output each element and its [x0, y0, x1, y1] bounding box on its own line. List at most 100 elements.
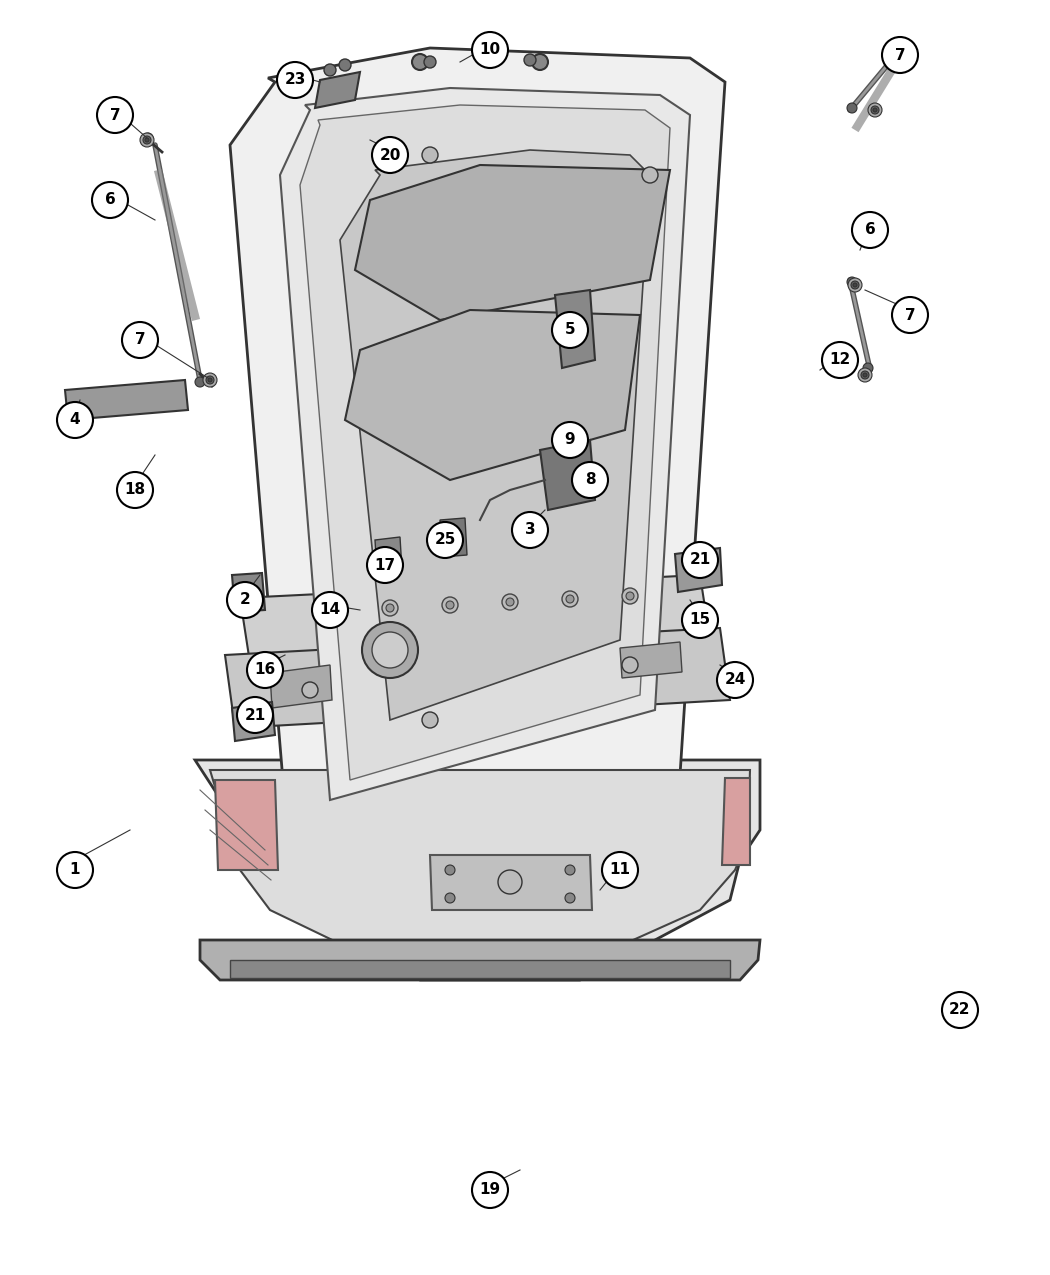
Circle shape	[203, 374, 217, 388]
Text: 21: 21	[245, 708, 266, 723]
Text: 23: 23	[285, 73, 306, 88]
Circle shape	[873, 108, 877, 112]
Circle shape	[92, 182, 128, 218]
Circle shape	[822, 342, 858, 377]
Circle shape	[445, 864, 455, 875]
Circle shape	[891, 45, 899, 52]
Circle shape	[552, 422, 588, 458]
Polygon shape	[555, 289, 595, 368]
Circle shape	[277, 62, 313, 98]
Circle shape	[472, 1172, 508, 1207]
Circle shape	[863, 374, 867, 377]
Circle shape	[382, 601, 398, 616]
Text: 22: 22	[949, 1002, 971, 1017]
Circle shape	[445, 892, 455, 903]
Polygon shape	[540, 440, 595, 510]
Text: 12: 12	[830, 352, 850, 367]
Circle shape	[362, 622, 418, 678]
Circle shape	[861, 371, 869, 379]
Circle shape	[882, 37, 918, 73]
Text: 2: 2	[239, 593, 250, 607]
Text: 25: 25	[435, 533, 456, 547]
Circle shape	[958, 1003, 972, 1017]
Text: 9: 9	[565, 432, 575, 448]
Text: 7: 7	[109, 107, 121, 122]
Circle shape	[853, 283, 857, 287]
Text: 19: 19	[480, 1182, 501, 1197]
Circle shape	[682, 542, 718, 578]
Circle shape	[412, 54, 428, 70]
Text: 6: 6	[864, 223, 876, 237]
Polygon shape	[355, 164, 670, 320]
Polygon shape	[300, 105, 670, 780]
Text: 8: 8	[585, 473, 595, 487]
Polygon shape	[65, 380, 188, 419]
Circle shape	[963, 1009, 967, 1012]
Circle shape	[682, 602, 718, 638]
Circle shape	[206, 376, 214, 384]
Text: 7: 7	[895, 47, 905, 62]
Circle shape	[117, 472, 153, 507]
Circle shape	[562, 592, 578, 607]
Circle shape	[302, 682, 318, 697]
Circle shape	[850, 280, 859, 289]
Circle shape	[847, 103, 857, 113]
Text: 6: 6	[105, 193, 116, 208]
Polygon shape	[240, 575, 710, 663]
Text: 3: 3	[525, 523, 536, 538]
Text: 21: 21	[690, 552, 711, 567]
Polygon shape	[440, 518, 467, 557]
Polygon shape	[675, 548, 722, 592]
Text: 7: 7	[905, 307, 916, 323]
Polygon shape	[315, 71, 360, 108]
Circle shape	[502, 594, 518, 609]
Polygon shape	[270, 666, 332, 708]
Circle shape	[717, 662, 753, 697]
Circle shape	[566, 595, 574, 603]
Text: 14: 14	[319, 603, 340, 617]
Circle shape	[892, 46, 897, 50]
Text: 4: 4	[69, 413, 80, 427]
Circle shape	[890, 43, 900, 54]
Circle shape	[532, 54, 548, 70]
Text: 10: 10	[480, 42, 501, 57]
Circle shape	[372, 136, 408, 173]
Circle shape	[140, 133, 154, 147]
Polygon shape	[232, 572, 265, 612]
Circle shape	[494, 48, 506, 61]
Circle shape	[386, 604, 394, 612]
Circle shape	[626, 592, 634, 601]
Text: 24: 24	[724, 672, 746, 687]
Polygon shape	[375, 537, 402, 572]
Circle shape	[422, 711, 438, 728]
Circle shape	[888, 41, 902, 55]
Circle shape	[143, 136, 151, 144]
Circle shape	[324, 64, 336, 76]
Text: 20: 20	[379, 148, 401, 162]
Polygon shape	[430, 856, 592, 910]
Circle shape	[602, 852, 638, 887]
Circle shape	[368, 547, 403, 583]
Circle shape	[565, 864, 575, 875]
Circle shape	[339, 59, 351, 71]
Circle shape	[208, 377, 212, 382]
Text: 15: 15	[690, 612, 711, 627]
Polygon shape	[200, 940, 760, 980]
Circle shape	[312, 592, 348, 629]
Text: 5: 5	[565, 323, 575, 338]
Circle shape	[57, 402, 93, 439]
Circle shape	[572, 462, 608, 499]
Polygon shape	[722, 778, 750, 864]
Circle shape	[872, 106, 879, 113]
Polygon shape	[230, 48, 724, 864]
Circle shape	[642, 167, 658, 184]
Circle shape	[442, 597, 458, 613]
Circle shape	[852, 212, 888, 249]
Circle shape	[143, 133, 153, 143]
Circle shape	[424, 56, 436, 68]
Polygon shape	[340, 150, 650, 720]
Circle shape	[552, 312, 588, 348]
Circle shape	[247, 652, 284, 688]
Circle shape	[482, 50, 498, 66]
Circle shape	[868, 103, 882, 117]
